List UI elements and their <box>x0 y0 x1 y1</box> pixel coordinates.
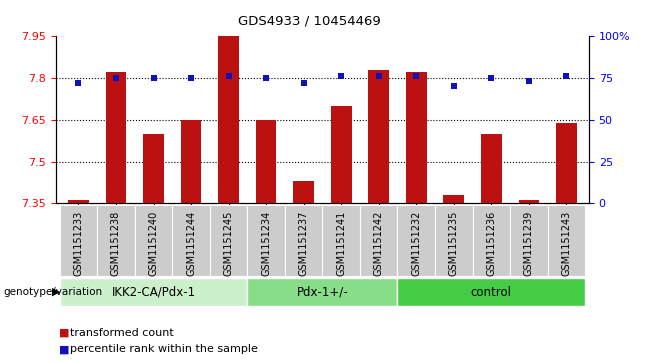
Point <box>223 73 234 79</box>
Bar <box>322 205 360 276</box>
Point <box>449 83 459 89</box>
Text: GSM1151245: GSM1151245 <box>224 211 234 276</box>
Text: GSM1151232: GSM1151232 <box>411 211 421 276</box>
Text: Pdx-1+/-: Pdx-1+/- <box>297 286 348 298</box>
Text: ■: ■ <box>59 328 70 338</box>
Bar <box>60 278 247 306</box>
Bar <box>293 181 314 203</box>
Point <box>73 80 84 86</box>
Point <box>411 73 422 79</box>
Text: GSM1151234: GSM1151234 <box>261 211 271 276</box>
Text: GSM1151239: GSM1151239 <box>524 211 534 276</box>
Bar <box>143 134 164 203</box>
Bar <box>181 120 201 203</box>
Bar <box>435 205 472 276</box>
Bar <box>60 205 97 276</box>
Bar <box>218 36 239 203</box>
Text: percentile rank within the sample: percentile rank within the sample <box>70 344 259 354</box>
Bar <box>397 278 585 306</box>
Bar <box>135 205 172 276</box>
Point <box>524 78 534 84</box>
Text: genotype/variation: genotype/variation <box>3 287 103 297</box>
Text: ■: ■ <box>59 344 70 354</box>
Bar <box>106 73 126 203</box>
Text: transformed count: transformed count <box>70 328 174 338</box>
Point <box>336 73 347 79</box>
Text: GSM1151235: GSM1151235 <box>449 211 459 276</box>
Text: GDS4933 / 10454469: GDS4933 / 10454469 <box>238 15 380 28</box>
Text: IKK2-CA/Pdx-1: IKK2-CA/Pdx-1 <box>111 286 195 298</box>
Point <box>111 75 121 81</box>
Text: GSM1151244: GSM1151244 <box>186 211 196 276</box>
Bar <box>556 123 576 203</box>
Text: GSM1151240: GSM1151240 <box>149 211 159 276</box>
Point <box>561 73 572 79</box>
Point <box>374 73 384 79</box>
Bar <box>510 205 547 276</box>
Text: GSM1151233: GSM1151233 <box>74 211 84 276</box>
Bar <box>68 200 89 203</box>
Text: GSM1151236: GSM1151236 <box>486 211 496 276</box>
Bar <box>406 73 426 203</box>
Point <box>261 75 271 81</box>
Bar <box>247 278 397 306</box>
Text: ▶: ▶ <box>52 287 61 297</box>
Point <box>148 75 159 81</box>
Bar <box>547 205 585 276</box>
Point <box>486 75 497 81</box>
Text: GSM1151242: GSM1151242 <box>374 211 384 276</box>
Bar <box>172 205 210 276</box>
Bar <box>285 205 322 276</box>
Bar <box>481 134 501 203</box>
Point <box>298 80 309 86</box>
Point <box>186 75 196 81</box>
Bar <box>247 205 285 276</box>
Bar <box>256 120 276 203</box>
Bar <box>472 205 510 276</box>
Bar <box>443 195 464 203</box>
Bar <box>519 200 539 203</box>
Text: GSM1151243: GSM1151243 <box>561 211 571 276</box>
Bar <box>360 205 397 276</box>
Bar <box>397 205 435 276</box>
Text: control: control <box>471 286 512 298</box>
Text: GSM1151237: GSM1151237 <box>299 211 309 276</box>
Bar <box>331 106 351 203</box>
Text: GSM1151238: GSM1151238 <box>111 211 121 276</box>
Bar <box>210 205 247 276</box>
Bar <box>97 205 135 276</box>
Text: GSM1151241: GSM1151241 <box>336 211 346 276</box>
Bar <box>368 70 389 203</box>
